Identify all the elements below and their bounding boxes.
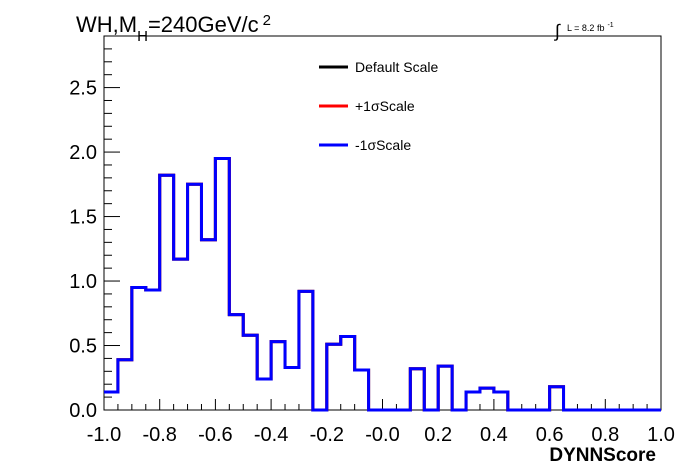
y-tick-label: 2.5 [69, 78, 97, 100]
y-tick-label: 1.5 [69, 207, 97, 229]
legend-label-0: Default Scale [355, 59, 438, 75]
x-tick-label: -1.0 [87, 424, 121, 446]
y-tick-label: 1.0 [69, 271, 97, 293]
y-axis: 0.0 0.5 1.0 1.5 2.0 2.5 [69, 35, 120, 422]
series-line-2 [104, 157, 661, 412]
x-tick-label: 0.6 [536, 424, 564, 446]
x-tick-label: 0.4 [480, 424, 508, 446]
y-tick-label: 0.5 [69, 336, 97, 358]
x-axis: -1.0 -0.8 -0.6 -0.4 -0.2 -0.0 0.2 0.4 0.6 0.8 1.0 [87, 399, 675, 446]
y-tick-label: 2.0 [69, 142, 97, 164]
x-tick-label: -0.8 [142, 424, 176, 446]
x-tick-label: 1.0 [647, 424, 675, 446]
legend: Default Scale +1σScale -1σScale [319, 59, 438, 153]
luminosity-label: L = 8.2 fb -1 [567, 22, 614, 33]
x-axis-label: DYNNScore [549, 445, 656, 466]
legend-label-2: -1σScale [355, 137, 411, 153]
x-tick-label: -0.0 [365, 424, 399, 446]
x-tick-label: -0.2 [310, 424, 344, 446]
x-tick-label: -0.6 [198, 424, 232, 446]
histogram-series [104, 157, 661, 412]
legend-label-1: +1σScale [355, 98, 415, 114]
x-tick-label: -0.4 [254, 424, 288, 446]
luminosity-integral-symbol: ∫ [553, 21, 561, 41]
x-tick-label: 0.2 [424, 424, 452, 446]
y-tick-label: 0.0 [69, 400, 97, 422]
x-tick-label: 0.8 [591, 424, 619, 446]
